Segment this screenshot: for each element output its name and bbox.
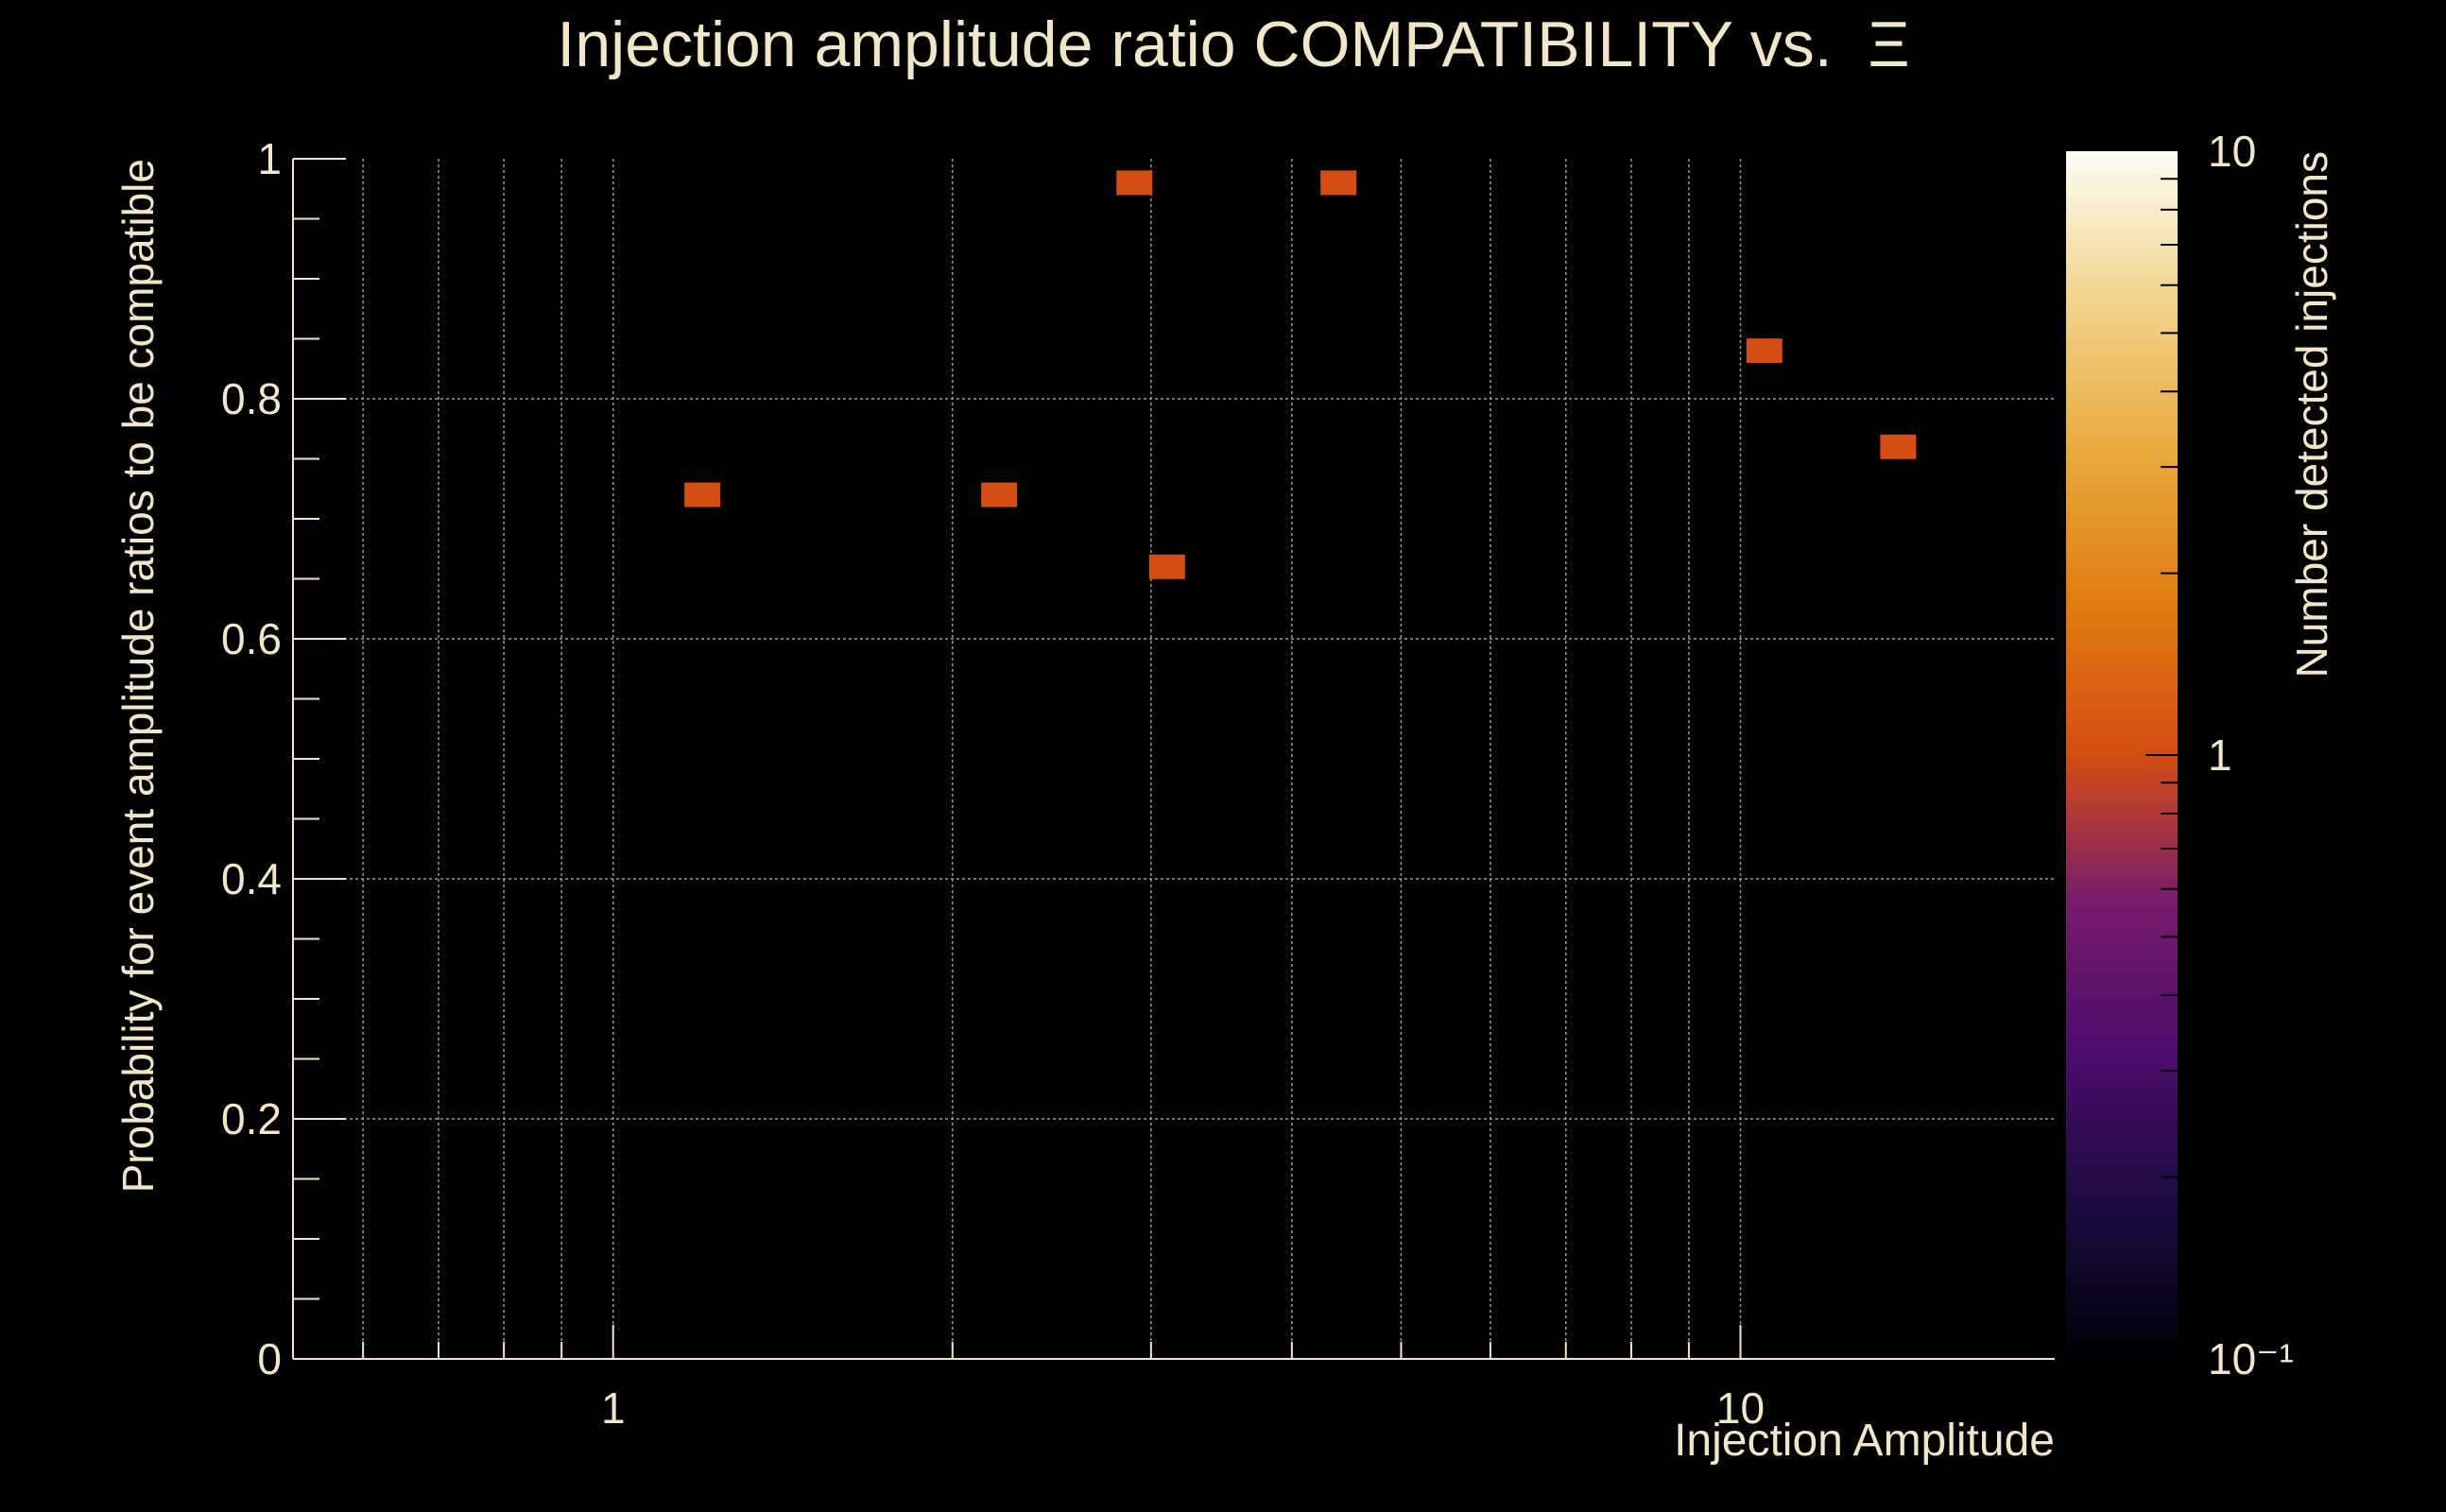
heatmap-cell [981,482,1018,507]
chart-title: Injection amplitude ratio COMPATIBILITY … [557,9,1909,80]
y-tick-label: 0.8 [221,374,282,423]
color-bar: 10⁻¹ 1 10 [2066,127,2294,1383]
heatmap-cell [1116,170,1153,196]
heatmap-cell [1148,554,1185,579]
z-tick-label: 10⁻¹ [2208,1334,2294,1383]
z-tick-label: 1 [2208,730,2232,780]
y-tick-label: 0 [257,1334,282,1383]
plot-area: 0 0.2 0.4 0.6 0.8 1 1 10 [221,134,2055,1433]
y-tick-label: 1 [257,134,282,183]
heatmap-cells [684,170,1917,579]
z-tick-label: 10 [2208,127,2256,176]
y-tick-label: 0.2 [221,1094,282,1143]
color-bar-label: Number detected injections [2287,151,2336,678]
heatmap-cell [1320,170,1357,196]
color-bar-axis: 10⁻¹ 1 10 [2145,127,2294,1383]
plot-frame [293,159,2055,1359]
heatmap-cell [1880,434,1917,459]
grid-lines [293,159,2055,1359]
y-tick-label: 0.4 [221,854,282,903]
y-axis-label: Probability for event amplitude ratios t… [113,159,163,1193]
x-tick-label: 1 [601,1383,626,1433]
heatmap-cell [1746,338,1783,364]
y-tick-label: 0.6 [221,614,282,663]
x-tick-label: 10 [1716,1383,1765,1433]
axes: 0 0.2 0.4 0.6 0.8 1 1 10 [221,134,2055,1433]
x-axis-label: Injection Amplitude [1674,1416,2055,1466]
heatmap-cell [684,482,721,507]
